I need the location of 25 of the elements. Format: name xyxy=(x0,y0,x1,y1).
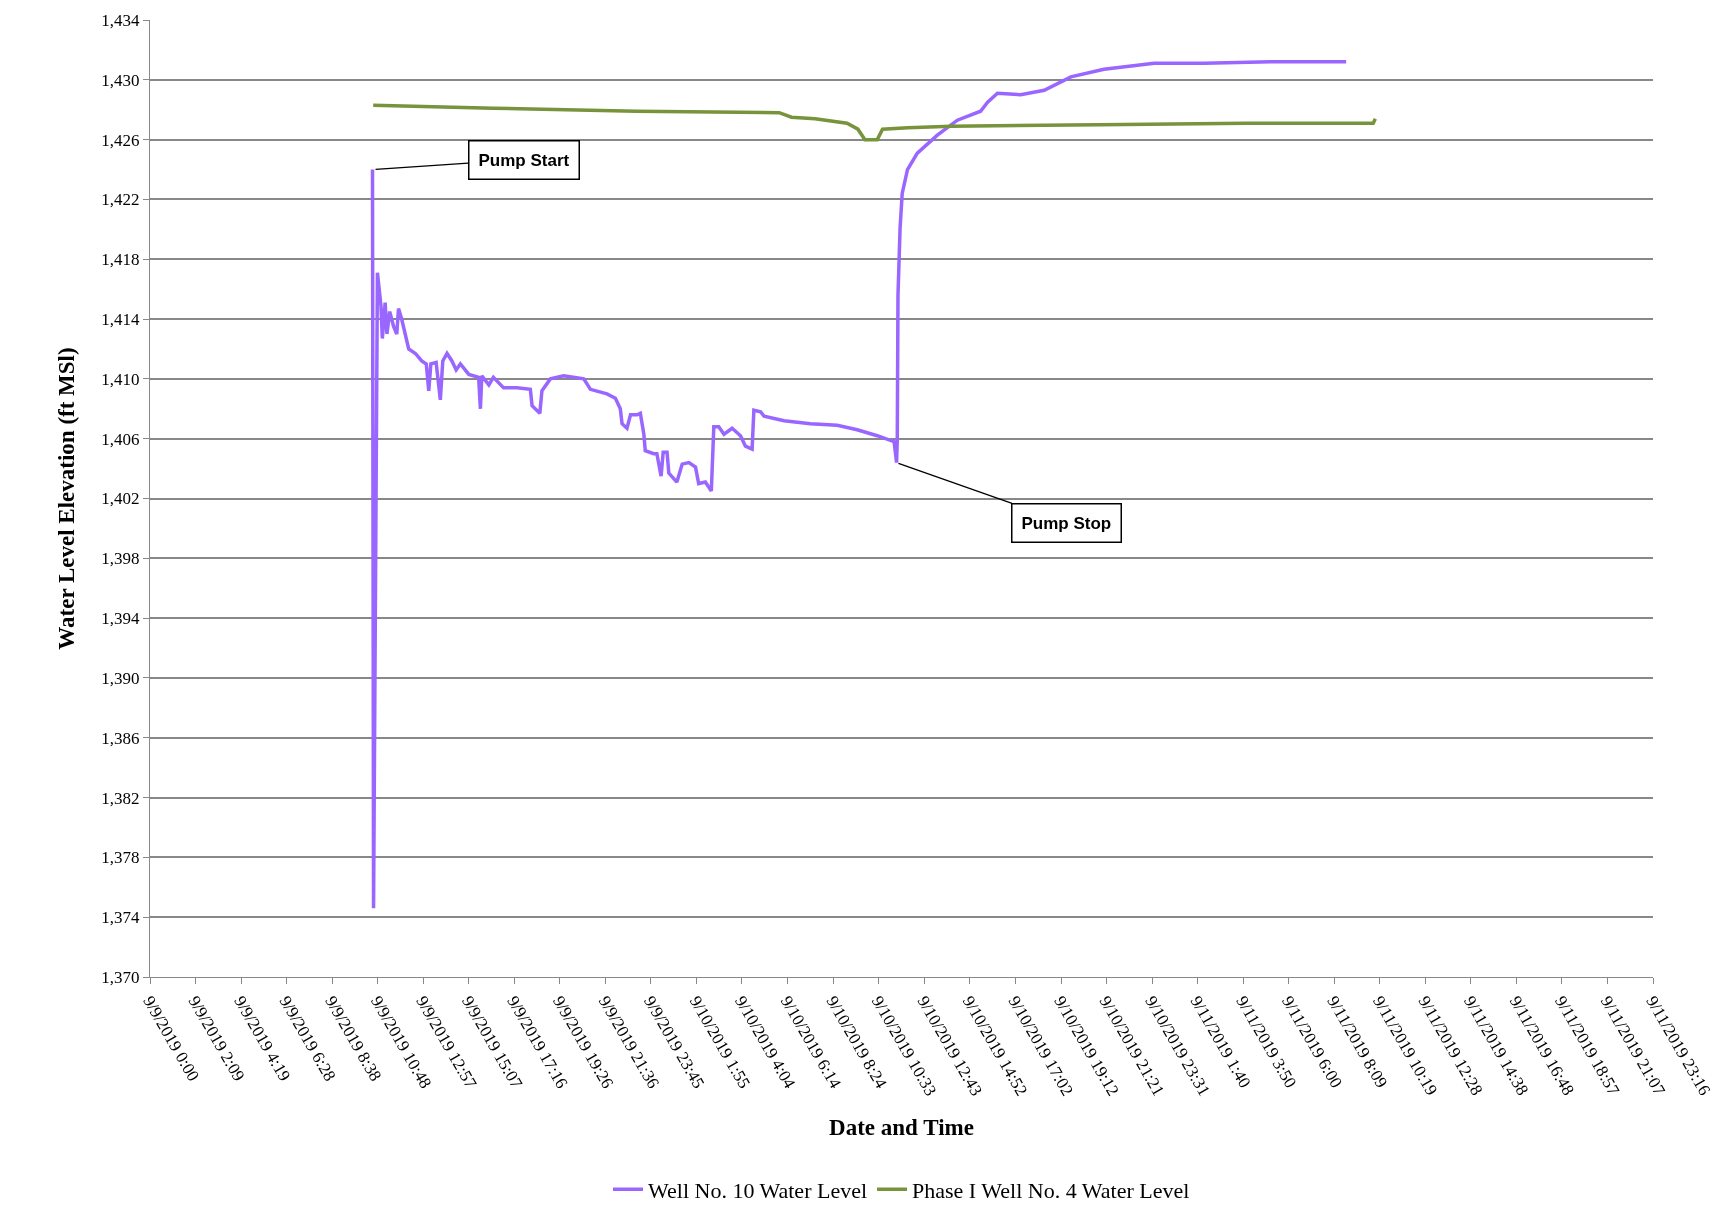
y-tick-label: 1,402 xyxy=(101,489,140,509)
y-tick-label: 1,410 xyxy=(101,369,140,389)
y-tick-label: 1,422 xyxy=(101,190,140,210)
y-tick-label: 1,406 xyxy=(101,429,140,449)
line-series xyxy=(370,60,1348,910)
y-tick-label: 1,378 xyxy=(101,848,140,868)
annotation: Pump Stop xyxy=(1021,513,1112,533)
y-tick-label: 1,398 xyxy=(101,549,140,569)
y-tick-label: 1,434 xyxy=(101,10,141,30)
annotation: Pump Start xyxy=(478,150,570,170)
y-tick-label: 1,394 xyxy=(101,609,141,629)
legend-label: Phase I Well No. 4 Water Level xyxy=(912,1177,1190,1203)
y-tick-label: 1,418 xyxy=(101,250,140,270)
y-tick-label: 1,414 xyxy=(101,310,141,330)
line-series xyxy=(371,103,1378,142)
legend-label: Well No. 10 Water Level xyxy=(648,1177,868,1203)
x-axis-title: Date and Time xyxy=(829,1114,974,1140)
y-tick-label: 1,390 xyxy=(101,668,140,688)
y-tick-label: 1,374 xyxy=(101,908,141,928)
y-tick-label: 1,430 xyxy=(101,70,140,90)
y-tick-label: 1,426 xyxy=(101,130,140,150)
y-axis-title: Water Level Elevation (ft MSl) xyxy=(53,347,79,650)
y-tick-label: 1,370 xyxy=(101,967,140,987)
y-tick-label: 1,386 xyxy=(101,728,140,748)
y-tick-label: 1,382 xyxy=(101,788,140,808)
